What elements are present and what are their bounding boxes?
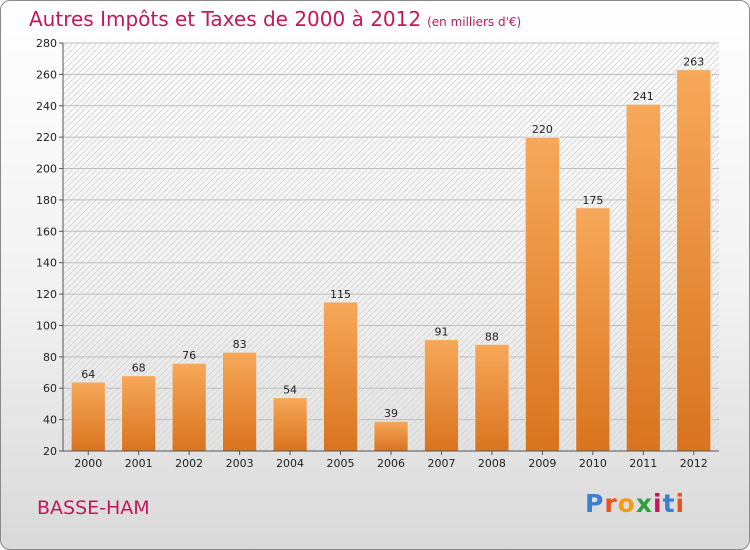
y-axis: 20 40 60 80 100 120 140 160 180 200 220 240 260 280 [36, 37, 64, 458]
x-tick-label: 2000 [74, 457, 102, 470]
logo-letter: i [653, 489, 663, 518]
bar-2008[interactable] [474, 343, 510, 452]
y-tick-label: 20 [43, 445, 57, 458]
y-tick-label: 280 [36, 37, 57, 50]
y-tick-label: 160 [36, 225, 57, 238]
value-label: 76 [182, 349, 196, 362]
title-unit: (en milliers d'€) [427, 15, 522, 29]
bar-2007[interactable] [423, 339, 460, 452]
logo-letter: i [675, 489, 686, 518]
bar-2009[interactable] [524, 136, 561, 452]
logo-letter: t [662, 489, 676, 518]
bar-2005[interactable] [322, 301, 359, 452]
logo-letter: o [617, 489, 636, 518]
value-label: 220 [532, 123, 553, 136]
x-tick-label: 2008 [478, 457, 506, 470]
value-label: 64 [81, 368, 95, 381]
x-tick-label: 2007 [427, 457, 455, 470]
y-tick-label: 120 [36, 288, 57, 301]
logo-letter: r [604, 489, 618, 518]
bar-2010[interactable] [575, 207, 611, 452]
value-label: 54 [283, 384, 297, 397]
x-axis: 2000 2001 2002 2003 2004 2005 2006 2007 2008 2009… [63, 450, 719, 470]
y-tick-label: 40 [43, 414, 57, 427]
x-tick-label: 2001 [125, 457, 153, 470]
x-tick-label: 2009 [528, 457, 556, 470]
bar-2011[interactable] [625, 103, 661, 452]
x-tick-label: 2006 [377, 457, 405, 470]
x-tick-label: 2012 [680, 457, 708, 470]
bar-2006[interactable] [373, 420, 409, 452]
logo-letter: P [585, 489, 605, 518]
plot-area [63, 43, 719, 451]
y-tick-label: 140 [36, 257, 57, 270]
value-label: 175 [582, 194, 603, 207]
value-label: 91 [434, 326, 448, 339]
y-tick-label: 100 [36, 319, 57, 332]
bar-2012[interactable] [676, 69, 712, 452]
bar-2003[interactable] [221, 351, 258, 452]
bar-2000[interactable] [70, 381, 106, 452]
x-tick-label: 2004 [276, 457, 304, 470]
chart-title: Autres Impôts et Taxes de 2000 à 2012 (en… [29, 7, 521, 31]
value-label: 241 [633, 90, 654, 103]
x-tick-label: 2002 [175, 457, 203, 470]
value-label: 83 [233, 338, 247, 351]
y-tick-label: 80 [43, 351, 57, 364]
x-tick-label: 2011 [629, 457, 657, 470]
logo-letter: x [635, 489, 653, 518]
value-label: 68 [132, 362, 146, 375]
y-tick-label: 260 [36, 68, 57, 81]
bar-2004[interactable] [272, 397, 308, 452]
value-label: 263 [683, 56, 704, 69]
bar-2002[interactable] [171, 362, 207, 452]
value-label: 115 [330, 288, 351, 301]
title-text: Autres Impôts et Taxes de 2000 à 2012 [29, 7, 422, 31]
y-tick-label: 60 [43, 382, 57, 395]
value-label: 88 [485, 330, 499, 343]
bar-2001[interactable] [121, 375, 157, 452]
x-tick-label: 2003 [226, 457, 254, 470]
y-tick-label: 180 [36, 194, 57, 207]
y-tick-label: 240 [36, 100, 57, 113]
x-tick-label: 2005 [327, 457, 355, 470]
proxiti-logo[interactable]: Proxiti [585, 489, 685, 518]
y-tick-label: 220 [36, 131, 57, 144]
commune-name: BASSE-HAM [37, 497, 150, 519]
y-tick-label: 200 [36, 163, 57, 176]
x-tick-label: 2010 [579, 457, 607, 470]
value-label: 39 [384, 407, 398, 420]
